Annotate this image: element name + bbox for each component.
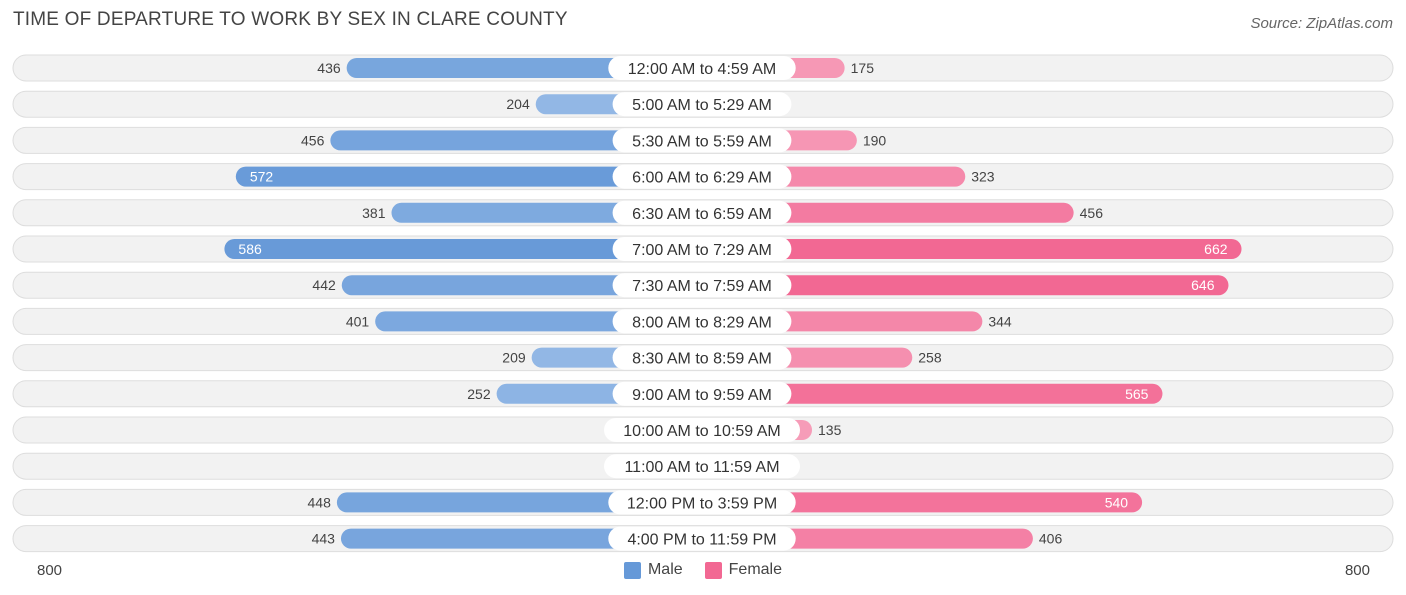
bar-male	[235, 166, 702, 187]
bar-female	[702, 275, 1229, 296]
value-label-male: 401	[346, 313, 370, 329]
category-pill	[608, 56, 796, 80]
legend-swatch-female	[704, 561, 722, 579]
value-label-female: 175	[851, 60, 875, 76]
category-label: 4:00 PM to 11:59 PM	[627, 532, 776, 549]
legend: Male Female	[0, 561, 1406, 579]
category-pill	[612, 92, 792, 117]
category-label: 10:00 AM to 10:59 AM	[623, 423, 780, 440]
category-label: 7:00 AM to 7:29 AM	[632, 242, 772, 259]
bar-female	[702, 383, 1163, 404]
axis-left-label: 800	[37, 562, 63, 579]
category-label: 6:00 AM to 6:29 AM	[632, 170, 772, 187]
category-pill	[604, 454, 800, 479]
value-label-male: 436	[317, 60, 341, 76]
bar-male	[341, 275, 702, 296]
legend-item-female: Female	[704, 561, 783, 579]
source-credit: Source: ZipAtlas.com	[1250, 15, 1393, 32]
value-label-female: 190	[863, 132, 887, 148]
bar-female	[702, 202, 1074, 223]
value-label-female: 540	[1105, 494, 1129, 510]
category-pill	[612, 128, 792, 153]
legend-label-male: Male	[647, 561, 683, 578]
bar-female	[702, 492, 1143, 513]
value-label-male: 456	[301, 132, 325, 148]
chart-title: TIME OF DEPARTURE TO WORK BY SEX IN CLAR…	[13, 9, 568, 30]
value-label-male: 442	[312, 277, 336, 293]
value-label-female: 662	[1204, 241, 1228, 257]
value-label-female: 344	[988, 313, 1012, 329]
value-label-male: 443	[312, 531, 336, 547]
value-label-female: 646	[1191, 277, 1215, 293]
legend-swatch-male	[623, 561, 641, 579]
category-label: 8:00 AM to 8:29 AM	[632, 314, 772, 331]
category-label: 9:00 AM to 9:59 AM	[632, 387, 772, 404]
value-label-male: 209	[502, 350, 526, 366]
bar-male	[330, 130, 702, 151]
category-label: 5:30 AM to 5:59 AM	[632, 133, 772, 150]
category-label: 12:00 AM to 4:59 AM	[628, 61, 777, 78]
legend-item-male: Male	[623, 561, 683, 579]
category-pill	[612, 237, 792, 261]
category-pill	[612, 309, 792, 334]
value-label-female: 456	[1080, 205, 1104, 221]
category-label: 6:30 AM to 6:59 AM	[632, 206, 772, 223]
value-label-male: 572	[250, 169, 274, 185]
legend-label-female: Female	[728, 561, 783, 578]
value-label-female: 406	[1039, 531, 1063, 547]
axis-right-label: 800	[1344, 562, 1370, 579]
category-label: 12:00 PM to 3:59 PM	[627, 495, 777, 512]
category-pill	[612, 381, 792, 406]
value-label-female: 565	[1125, 386, 1149, 402]
value-label-male: 586	[238, 241, 262, 257]
value-label-female: 135	[818, 422, 842, 438]
value-label-male: 381	[362, 205, 386, 221]
value-label-male: 204	[506, 96, 530, 112]
category-pill	[612, 200, 792, 225]
category-label: 7:30 AM to 7:59 AM	[632, 278, 772, 295]
category-label: 11:00 AM to 11:59 AM	[624, 459, 779, 476]
category-pill	[612, 164, 792, 189]
category-pill	[608, 526, 796, 551]
category-pill	[612, 345, 792, 370]
category-label: 8:30 AM to 8:59 AM	[632, 351, 772, 368]
value-label-female: 258	[918, 350, 942, 366]
bar-male	[224, 239, 702, 259]
bar-female	[702, 239, 1242, 259]
category-pill	[612, 273, 792, 298]
value-label-male: 448	[308, 494, 332, 510]
category-label: 5:00 AM to 5:29 AM	[632, 97, 772, 114]
value-label-male: 252	[467, 386, 491, 402]
category-pill	[608, 490, 796, 515]
value-label-female: 323	[971, 169, 995, 185]
category-pill	[604, 418, 800, 442]
